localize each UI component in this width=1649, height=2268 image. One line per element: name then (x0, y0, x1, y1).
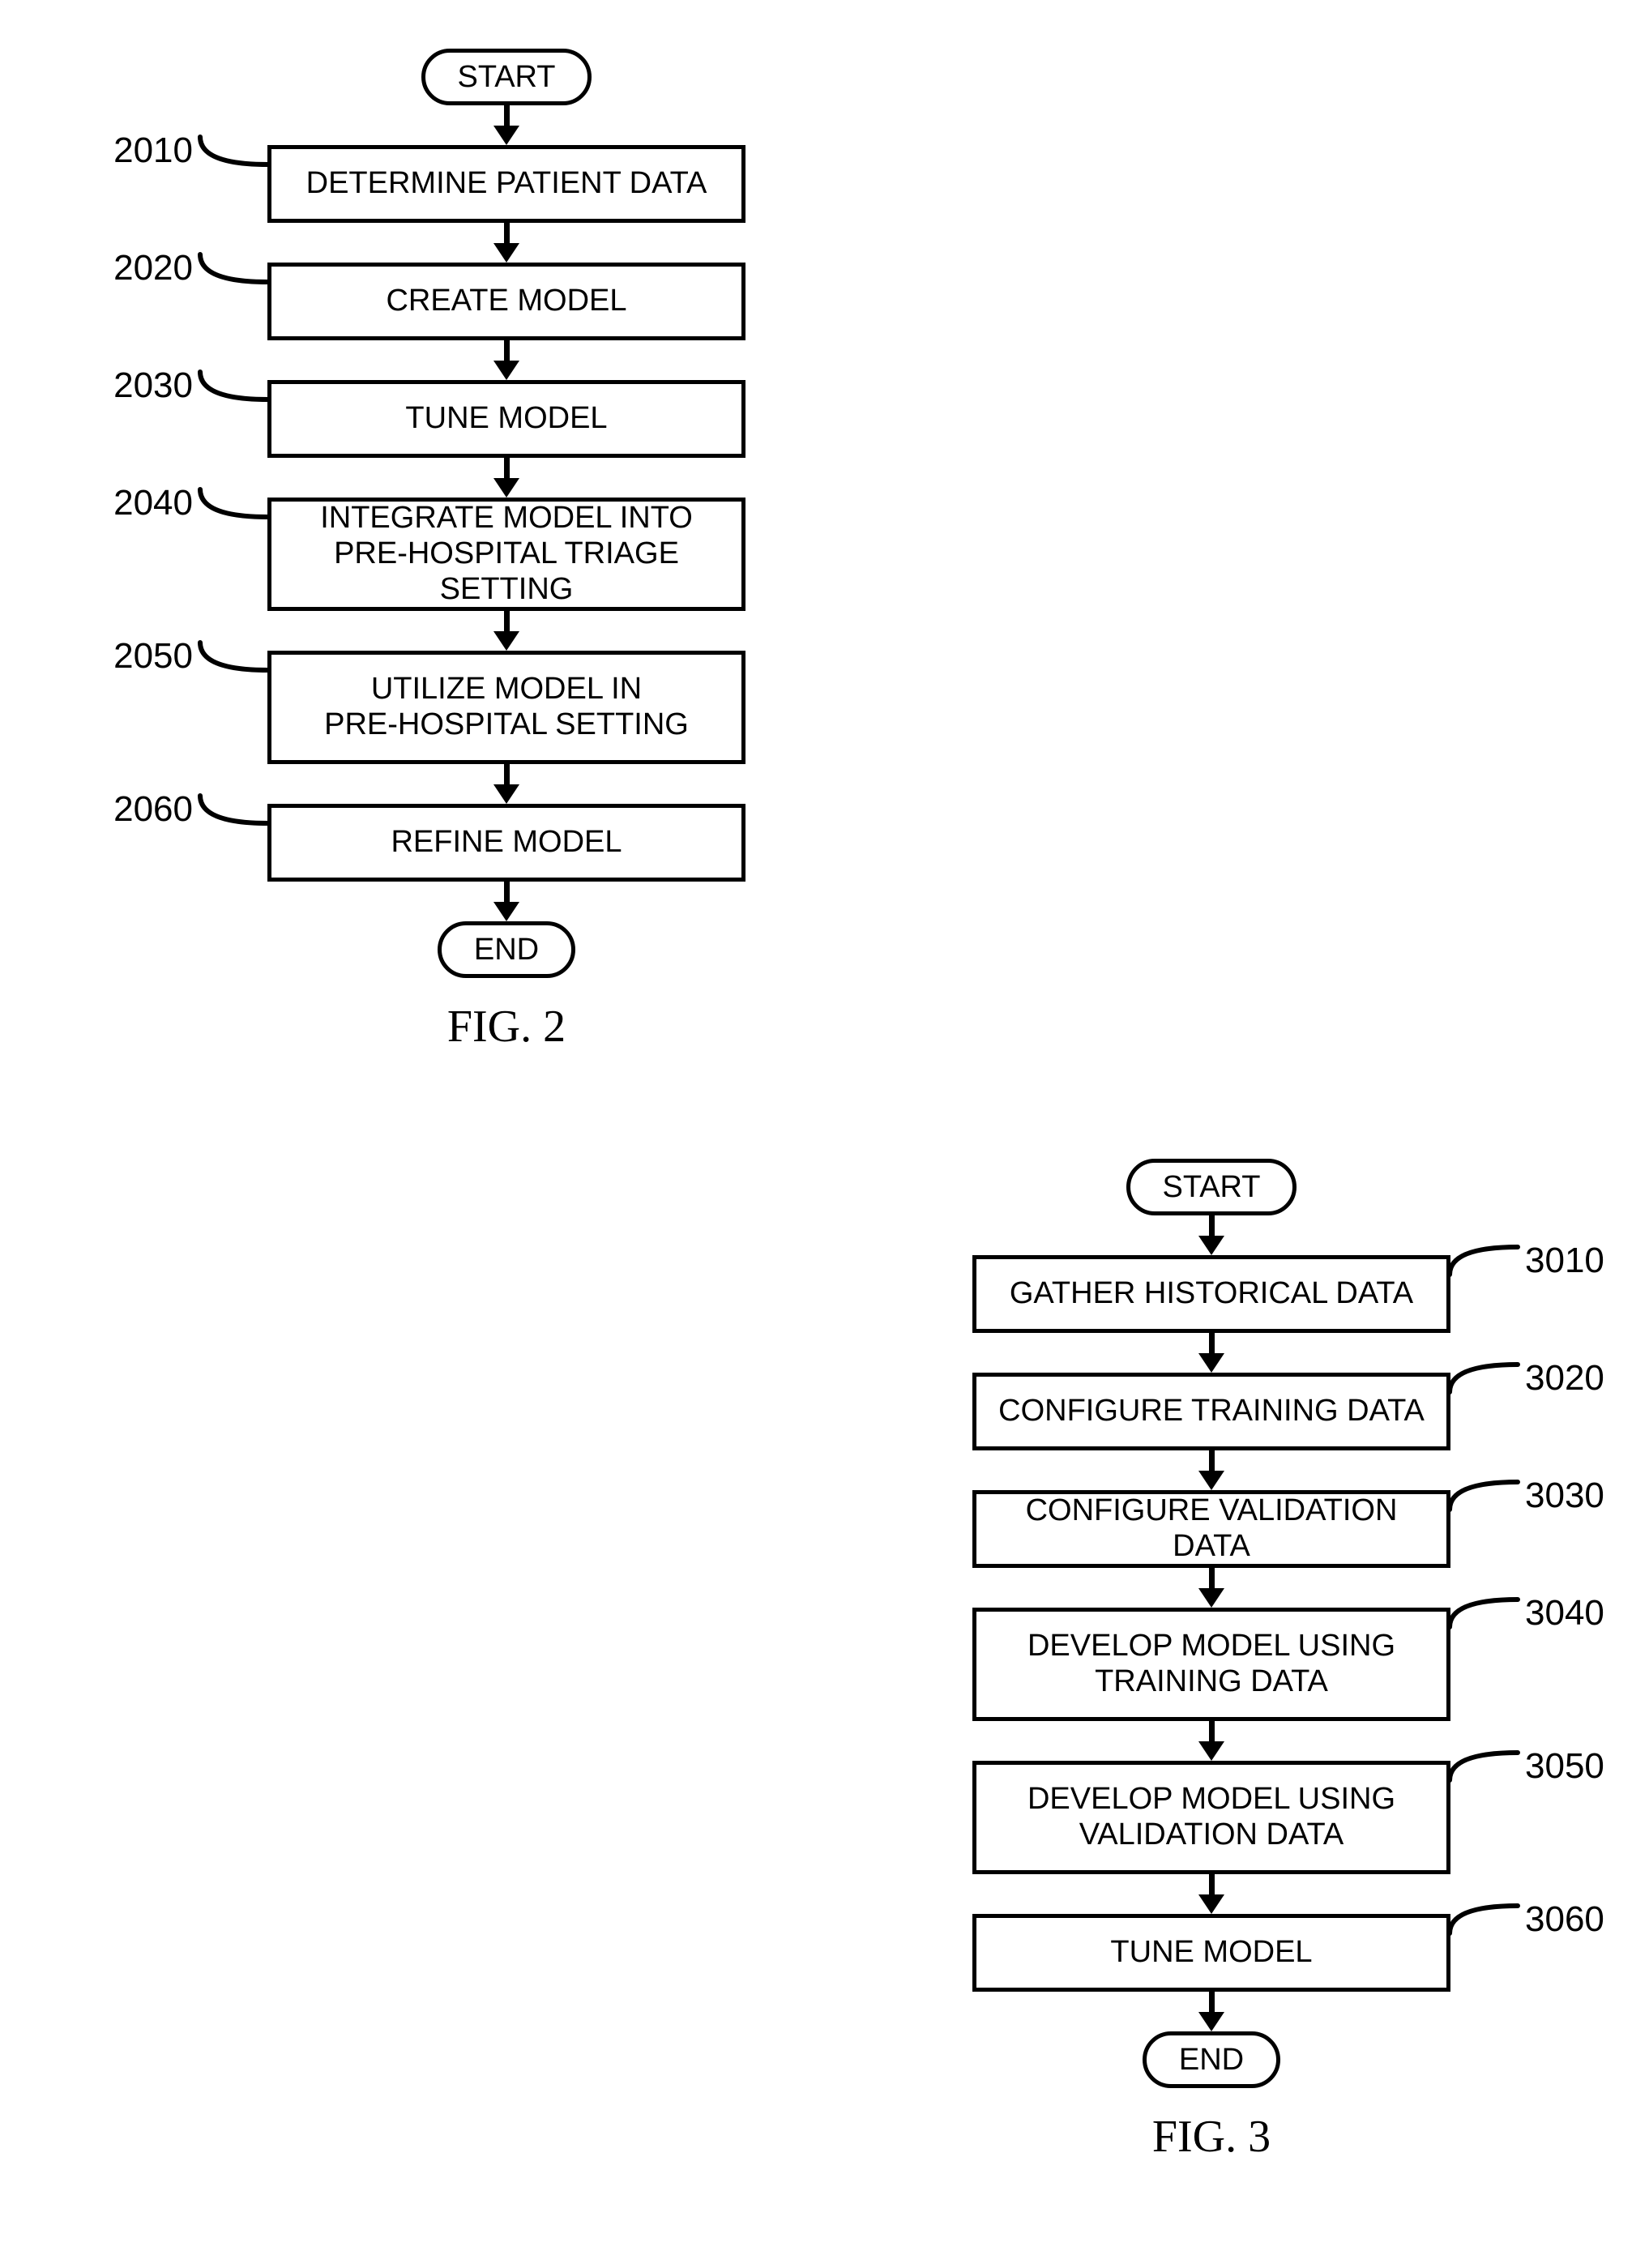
arrow-down (493, 458, 519, 498)
process-text: UTILIZE MODEL INPRE-HOSPITAL SETTING (324, 672, 689, 742)
arrow-down (1198, 1874, 1224, 1914)
arrow-down (1198, 1992, 1224, 2031)
flow-step-row: INTEGRATE MODEL INTOPRE-HOSPITAL TRIAGE … (267, 498, 745, 611)
flowchart-fig2: STARTDETERMINE PATIENT DATA2010CREATE MO… (105, 49, 908, 1053)
process-text: TUNE MODEL (405, 401, 607, 437)
label-connector (1447, 1903, 1520, 1936)
label-connector (198, 640, 271, 673)
step-id-label: 3050 (1447, 1746, 1604, 1787)
process-box-3060: TUNE MODEL (972, 1914, 1450, 1992)
arrow-down (1198, 1721, 1224, 1761)
arrow-down (1198, 1333, 1224, 1373)
step-id-text: 3060 (1525, 1899, 1604, 1940)
process-box-2030: TUNE MODEL (267, 380, 745, 458)
flow-step-row: DEVELOP MODEL USINGTRAINING DATA3040 (972, 1608, 1450, 1721)
arrow-down (1198, 1215, 1224, 1255)
flow-step-row: CONFIGURE TRAINING DATA3020 (972, 1373, 1450, 1450)
process-text: CREATE MODEL (386, 284, 626, 319)
step-id-text: 3040 (1525, 1593, 1604, 1634)
process-text: INTEGRATE MODEL INTOPRE-HOSPITAL TRIAGE … (280, 501, 733, 607)
arrow-down (493, 764, 519, 804)
figure-caption: FIG. 3 (1152, 2111, 1271, 2163)
process-text: REFINE MODEL (391, 825, 622, 861)
step-id-text: 3020 (1525, 1358, 1604, 1399)
flow-step-row: DEVELOP MODEL USINGVALIDATION DATA3050 (972, 1761, 1450, 1874)
step-id-label: 3010 (1447, 1241, 1604, 1281)
terminator-end: END (1143, 2031, 1280, 2088)
label-connector (198, 135, 271, 167)
step-id-label: 3020 (1447, 1358, 1604, 1399)
process-box-2020: CREATE MODEL (267, 263, 745, 340)
process-text: TUNE MODEL (1110, 1935, 1312, 1971)
page: STARTDETERMINE PATIENT DATA2010CREATE MO… (0, 0, 1649, 2268)
step-id-label: 3060 (1447, 1899, 1604, 1940)
label-connector (198, 487, 271, 519)
terminator-start: START (421, 49, 592, 105)
process-text: DETERMINE PATIENT DATA (306, 166, 707, 202)
step-id-label: 2040 (113, 483, 271, 523)
flow-step-row: TUNE MODEL2030 (267, 380, 745, 458)
step-id-label: 2010 (113, 130, 271, 171)
arrow-down (493, 223, 519, 263)
label-connector (198, 793, 271, 826)
step-id-text: 2050 (113, 636, 193, 677)
step-id-text: 2010 (113, 130, 193, 171)
process-text: CONFIGURE VALIDATION DATA (985, 1493, 1438, 1564)
step-id-label: 2050 (113, 636, 271, 677)
arrow-down (493, 105, 519, 145)
step-id-text: 2030 (113, 365, 193, 406)
flow-step-row: UTILIZE MODEL INPRE-HOSPITAL SETTING2050 (267, 651, 745, 764)
label-connector (1447, 1750, 1520, 1783)
label-connector (1447, 1480, 1520, 1512)
process-box-3030: CONFIGURE VALIDATION DATA (972, 1490, 1450, 1568)
flow-step-row: REFINE MODEL2060 (267, 804, 745, 882)
process-text: DEVELOP MODEL USINGTRAINING DATA (1027, 1629, 1395, 1699)
step-id-label: 2020 (113, 248, 271, 288)
flowchart-column: START GATHER HISTORICAL DATA3010 CONFIGURE… (972, 1159, 1450, 2163)
flow-step-row: TUNE MODEL3060 (972, 1914, 1450, 1992)
arrow-down (493, 882, 519, 921)
step-id-text: 2020 (113, 248, 193, 288)
process-box-2050: UTILIZE MODEL INPRE-HOSPITAL SETTING (267, 651, 745, 764)
flow-step-row: GATHER HISTORICAL DATA3010 (972, 1255, 1450, 1333)
label-connector (1447, 1245, 1520, 1277)
label-connector (198, 252, 271, 284)
arrow-down (1198, 1568, 1224, 1608)
arrow-down (493, 611, 519, 651)
step-id-text: 2040 (113, 483, 193, 523)
process-box-3020: CONFIGURE TRAINING DATA (972, 1373, 1450, 1450)
flowchart-fig3: STARTGATHER HISTORICAL DATA3010CONFIGURE… (810, 1159, 1613, 2163)
process-text: CONFIGURE TRAINING DATA (998, 1394, 1425, 1429)
process-box-3050: DEVELOP MODEL USINGVALIDATION DATA (972, 1761, 1450, 1874)
terminator-end: END (438, 921, 575, 978)
step-id-text: 2060 (113, 789, 193, 830)
figure-caption: FIG. 2 (447, 1001, 566, 1053)
process-text: DEVELOP MODEL USINGVALIDATION DATA (1027, 1782, 1395, 1852)
step-id-label: 2030 (113, 365, 271, 406)
step-id-label: 3040 (1447, 1593, 1604, 1634)
flow-step-row: CREATE MODEL2020 (267, 263, 745, 340)
process-box-2010: DETERMINE PATIENT DATA (267, 145, 745, 223)
flow-step-row: DETERMINE PATIENT DATA2010 (267, 145, 745, 223)
process-box-2040: INTEGRATE MODEL INTOPRE-HOSPITAL TRIAGE … (267, 498, 745, 611)
process-box-3010: GATHER HISTORICAL DATA (972, 1255, 1450, 1333)
arrow-down (493, 340, 519, 380)
label-connector (1447, 1597, 1520, 1629)
label-connector (198, 369, 271, 402)
flow-step-row: CONFIGURE VALIDATION DATA3030 (972, 1490, 1450, 1568)
step-id-text: 3050 (1525, 1746, 1604, 1787)
process-box-2060: REFINE MODEL (267, 804, 745, 882)
label-connector (1447, 1362, 1520, 1395)
process-box-3040: DEVELOP MODEL USINGTRAINING DATA (972, 1608, 1450, 1721)
step-id-text: 3030 (1525, 1476, 1604, 1516)
arrow-down (1198, 1450, 1224, 1490)
terminator-start: START (1126, 1159, 1297, 1215)
step-id-label: 2060 (113, 789, 271, 830)
process-text: GATHER HISTORICAL DATA (1010, 1276, 1413, 1312)
step-id-label: 3030 (1447, 1476, 1604, 1516)
step-id-text: 3010 (1525, 1241, 1604, 1281)
flowchart-column: START DETERMINE PATIENT DATA2010 CREATE MO… (267, 49, 745, 1053)
